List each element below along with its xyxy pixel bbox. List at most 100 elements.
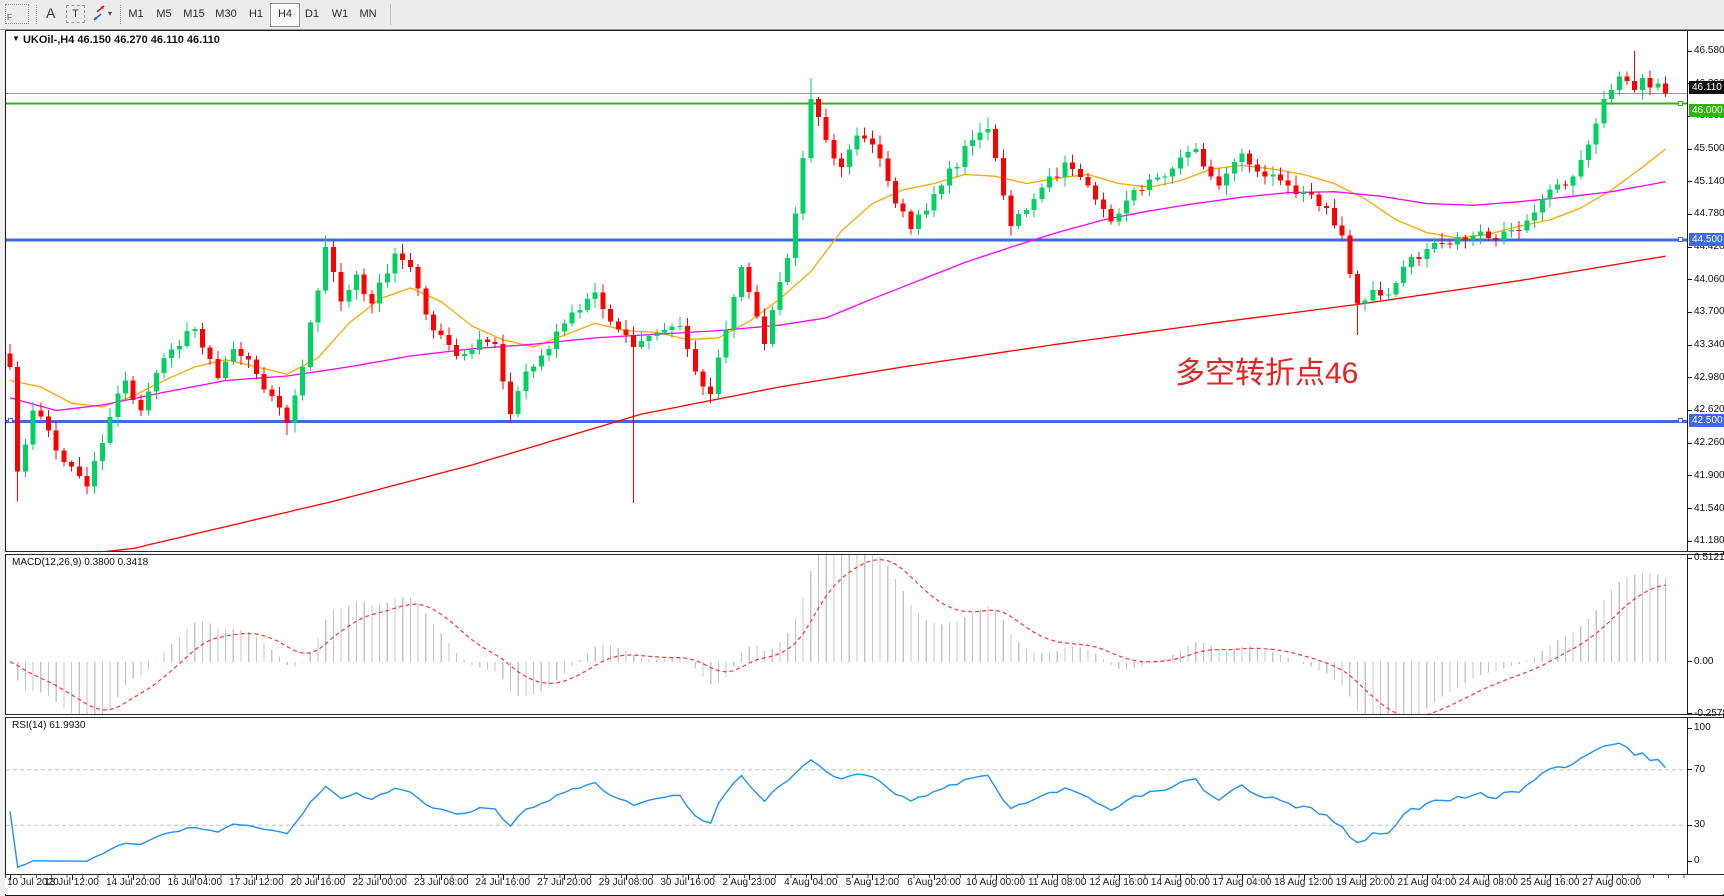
candle-body — [284, 407, 290, 424]
candle-body — [754, 292, 760, 317]
candle-body — [1639, 78, 1645, 91]
candle-body — [261, 374, 267, 390]
price-axis-tick — [1688, 213, 1692, 215]
rsi-axis-tick — [1688, 769, 1692, 771]
candle-body — [1647, 78, 1653, 88]
price-axis-tick — [1688, 311, 1692, 313]
price-axis-label: 41.900 — [1694, 469, 1724, 481]
candle-body — [415, 267, 421, 289]
candle-body — [1254, 164, 1260, 172]
candle-body — [53, 430, 59, 451]
collapse-caret-icon[interactable]: ▼ — [12, 34, 20, 43]
candle-body — [84, 475, 90, 487]
timeframe-button-w1[interactable]: W1 — [331, 8, 349, 20]
indicator-frame-icon[interactable]: F — [5, 3, 29, 25]
candle-body — [946, 168, 952, 186]
candle-body — [207, 347, 213, 359]
candle-body — [1547, 189, 1553, 199]
text-label-tool-icon[interactable]: T — [66, 3, 86, 25]
candle-body — [1324, 206, 1330, 209]
timeframe-button-m5[interactable]: M5 — [156, 8, 172, 20]
candle-body — [954, 167, 960, 169]
timeframe-button-d1[interactable]: D1 — [304, 8, 320, 20]
hline-handle[interactable] — [1678, 236, 1683, 242]
candle-body — [1532, 212, 1538, 221]
candle-body — [307, 322, 313, 367]
candle-body — [846, 149, 852, 168]
font-tool-icon[interactable]: A — [46, 5, 56, 21]
candle-body — [1278, 174, 1283, 181]
toolbar-drag-handle[interactable] — [120, 5, 124, 24]
candle-body — [1424, 248, 1430, 260]
arrows-tool-icon[interactable] — [90, 3, 108, 25]
candle-body — [1432, 243, 1437, 249]
price-axis-label: 43.340 — [1694, 339, 1724, 351]
candle-body — [1601, 99, 1607, 124]
candle-body — [138, 399, 144, 411]
time-axis-major-tick — [1303, 875, 1305, 880]
macd-indicator-panel[interactable] — [6, 555, 1687, 714]
candle-body — [769, 309, 775, 345]
hline-handle[interactable] — [8, 418, 13, 424]
timeframe-button-m1[interactable]: M1 — [128, 8, 144, 20]
candle-body — [230, 348, 236, 362]
candle-body — [654, 332, 660, 336]
candle-body — [1016, 213, 1022, 227]
candle-body — [1008, 195, 1014, 227]
hline-handle[interactable] — [1678, 100, 1683, 106]
time-axis[interactable]: 10 Jul 2020 13 Jul 12:00 14 Jul 20:00 16 Ju… — [5, 875, 1724, 894]
time-axis-major-tick — [687, 875, 689, 880]
candle-body — [454, 345, 460, 357]
rsi-indicator-panel[interactable] — [6, 718, 1687, 874]
time-axis-major-tick — [1118, 875, 1120, 880]
timeframe-button-mn[interactable]: MN — [359, 8, 377, 20]
timeframe-button-h4[interactable]: H4 — [270, 3, 300, 27]
time-axis-major-tick — [441, 875, 443, 880]
candle-body — [746, 267, 752, 293]
hline-handle[interactable] — [1678, 418, 1683, 424]
candle-body — [461, 354, 467, 357]
candle-body — [1316, 194, 1322, 207]
timeframe-button-m15[interactable]: M15 — [183, 8, 205, 20]
candle-body — [1455, 237, 1461, 245]
candle-body — [1447, 243, 1453, 245]
rsi-label: RSI(14) 61.9930 — [12, 720, 86, 731]
candle-body — [931, 194, 937, 211]
candle-body — [1000, 157, 1006, 196]
rsi-axis[interactable]: 100 70 30 0 — [1687, 718, 1724, 874]
rsi-axis-tick — [1688, 860, 1692, 862]
timeframe-button-m30[interactable]: M30 — [215, 8, 237, 20]
panel-separator[interactable] — [5, 714, 1723, 718]
candle-body — [377, 282, 383, 304]
time-axis-label: 16 Jul 04:00 — [167, 877, 223, 888]
panel-separator[interactable] — [5, 551, 1723, 555]
price-axis-tick — [1688, 540, 1692, 542]
candle-body — [161, 357, 167, 374]
main-price-chart[interactable] — [6, 31, 1687, 551]
candle-body — [469, 350, 475, 355]
candle-body — [715, 357, 721, 395]
candle-body — [323, 247, 329, 291]
time-axis-label: 17 Aug 04:00 — [1212, 877, 1272, 888]
toolbar-drag-handle[interactable] — [36, 5, 40, 24]
toolbar: F A T ▾ M1 M5 M15 M30 H1 H4 D1 W1 MN — [0, 0, 1724, 30]
macd-axis[interactable]: 0.5121 0.00 -0.2578 — [1687, 552, 1724, 719]
candle-body — [1070, 162, 1076, 170]
candle-body — [123, 380, 128, 394]
price-axis-label: 44.060 — [1694, 273, 1724, 285]
candle-body — [708, 386, 714, 395]
time-axis-major-tick — [502, 875, 504, 880]
time-axis-major-tick — [1242, 875, 1243, 880]
candle-body — [407, 259, 413, 268]
candle-body — [153, 373, 159, 392]
chart-annotation-text[interactable]: 多空转折点46 — [1175, 357, 1359, 390]
ma-medium-line — [9, 181, 1666, 412]
candle-body — [1485, 231, 1491, 238]
chevron-down-icon[interactable]: ▾ — [108, 9, 113, 18]
price-axis[interactable]: 46.58046.22045.86045.50045.14044.78044.4… — [1687, 31, 1724, 551]
timeframe-button-h1[interactable]: H1 — [248, 8, 264, 20]
candle-body — [554, 331, 560, 349]
candle-body — [531, 366, 537, 372]
time-axis-major-tick — [10, 875, 11, 880]
candle-body — [538, 355, 544, 367]
